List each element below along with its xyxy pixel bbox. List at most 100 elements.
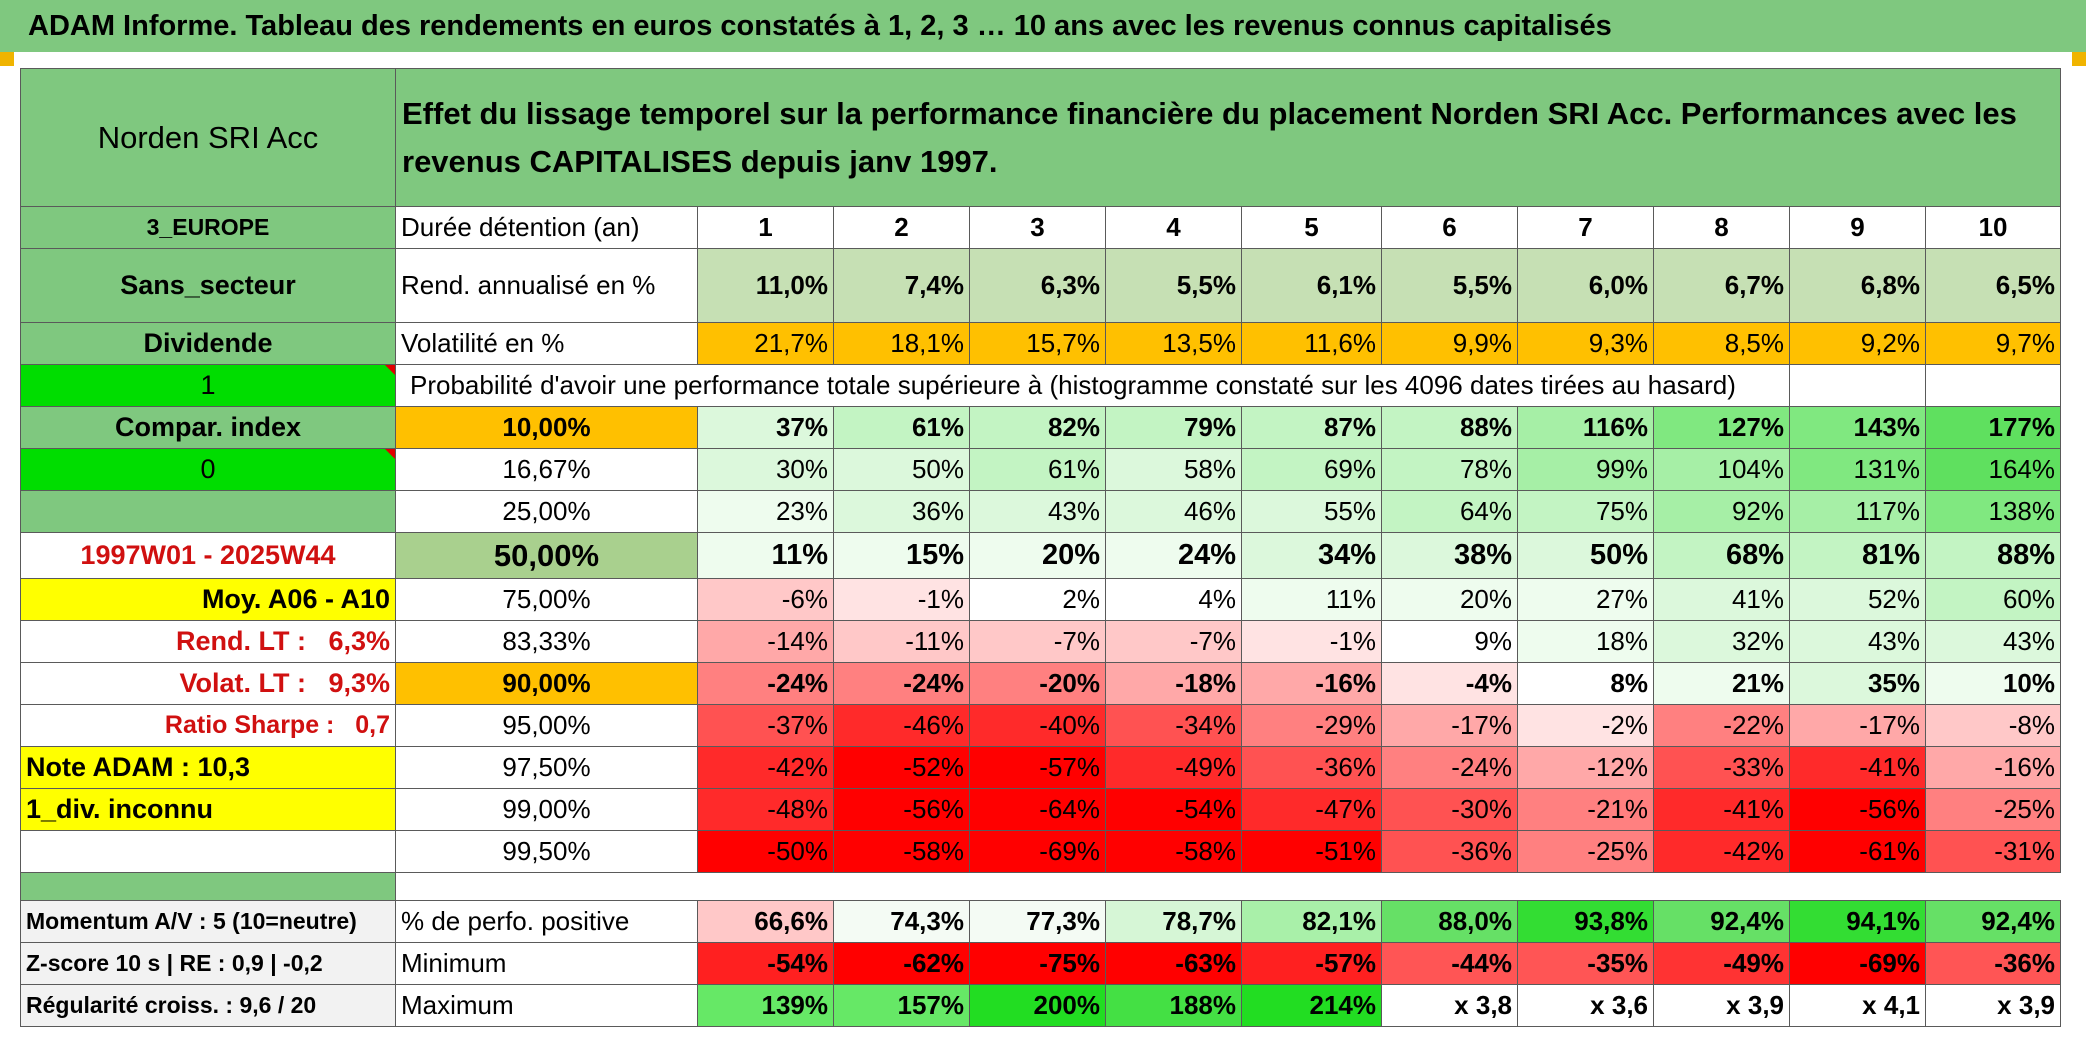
rend-lt-value: 6,3%: [328, 626, 390, 656]
value-cell: -69%: [969, 830, 1106, 873]
value-cell: 77,3%: [969, 900, 1106, 943]
value-cell: 9,3%: [1517, 322, 1654, 365]
value-cell: -11%: [833, 620, 970, 663]
value-cell: -25%: [1925, 788, 2061, 831]
value-cell: -41%: [1789, 746, 1926, 789]
value-cell: 61%: [833, 406, 970, 449]
value-cell: x 3,9: [1653, 984, 1790, 1027]
value-cell: 6,7%: [1653, 248, 1790, 323]
value-cell: 127%: [1653, 406, 1790, 449]
value-cell: -49%: [1105, 746, 1242, 789]
return-row: Sans_secteur Rend. annualisé en % 11,0% 7,4…: [20, 248, 2061, 323]
value-cell: 18,1%: [833, 322, 970, 365]
probability-row: 1 Probabilité d'avoir une performance tot…: [20, 364, 2061, 407]
value-cell: -20%: [969, 662, 1106, 705]
value-cell: 75%: [1517, 490, 1654, 533]
maximum-row: Régularité croiss. : 9,6 / 20 Maximum 139%…: [20, 984, 2061, 1027]
value-cell: -42%: [697, 746, 834, 789]
minimum-row: Z-score 10 s | RE : 0,9 | -0,2 Minimum -54…: [20, 942, 2061, 985]
value-cell: 43%: [1789, 620, 1926, 663]
value-cell: -17%: [1381, 704, 1518, 747]
value-cell: -2%: [1517, 704, 1654, 747]
sharpe-ratio: Ratio Sharpe : 0,7: [20, 704, 396, 747]
dividend-label: Dividende: [20, 322, 396, 365]
percentile-row: 99,50% -50% -58% -69% -58% -51% -36% -25% -42% -6…: [20, 830, 2061, 873]
volat-lt-label: Volat. LT :: [179, 668, 306, 698]
value-cell: 188%: [1105, 984, 1242, 1027]
value-cell: 36%: [833, 490, 970, 533]
value-cell: 2%: [969, 578, 1106, 621]
value-cell: 214%: [1241, 984, 1382, 1027]
value-cell: 61%: [969, 448, 1106, 491]
empty-cell: [1789, 364, 1926, 407]
value-cell: 6,0%: [1517, 248, 1654, 323]
value-cell: x 4,1: [1789, 984, 1926, 1027]
positive-label: % de perfo. positive: [395, 900, 698, 943]
value-cell: -7%: [969, 620, 1106, 663]
percentile-label: 50,00%: [395, 532, 698, 579]
value-cell: 15,7%: [969, 322, 1106, 365]
value-cell: 92,4%: [1653, 900, 1790, 943]
value-cell: -37%: [697, 704, 834, 747]
value-cell: 116%: [1517, 406, 1654, 449]
empty-green-cell: [20, 490, 396, 533]
note-adam-label: Note ADAM : 10,3: [20, 746, 396, 789]
value-cell: -47%: [1241, 788, 1382, 831]
percentile-label: 25,00%: [395, 490, 698, 533]
duration-label: Durée détention (an): [395, 206, 698, 249]
percentile-row: 0 16,67% 30% 50% 61% 58% 69% 78% 99% 104% 131% 164%: [20, 448, 2061, 491]
value-cell: -24%: [1381, 746, 1518, 789]
value-cell: 177%: [1925, 406, 2061, 449]
value-cell: 46%: [1105, 490, 1242, 533]
value-cell: x 3,9: [1925, 984, 2061, 1027]
percentile-row: Note ADAM : 10,3 97,50% -42% -52% -57% -49% -3…: [20, 746, 2061, 789]
fund-name: Norden SRI Acc: [20, 68, 396, 207]
value-cell: -36%: [1241, 746, 1382, 789]
regularite-label: Régularité croiss. : 9,6 / 20: [20, 984, 396, 1027]
input-zero-cell[interactable]: 0: [20, 448, 396, 491]
sharpe-value: 0,7: [355, 711, 390, 739]
value-cell: -54%: [697, 942, 834, 985]
value-cell: 9,9%: [1381, 322, 1518, 365]
percentile-label: 99,50%: [395, 830, 698, 873]
value-cell: 43%: [1925, 620, 2061, 663]
region-label: 3_EUROPE: [20, 206, 396, 249]
volatility-row: Dividende Volatilité en % 21,7% 18,1% 15,7% 1…: [20, 322, 2061, 365]
value-cell: -75%: [969, 942, 1106, 985]
value-cell: 9%: [1381, 620, 1518, 663]
duration-row: 3_EUROPE Durée détention (an) 1 2 3 4 5 6 7 8 9 10: [20, 206, 2061, 249]
input-one-cell[interactable]: 1: [20, 364, 396, 407]
volat-lt: Volat. LT : 9,3%: [20, 662, 396, 705]
value-cell: -42%: [1653, 830, 1790, 873]
value-cell: 164%: [1925, 448, 2061, 491]
value-cell: 11%: [1241, 578, 1382, 621]
value-cell: -62%: [833, 942, 970, 985]
value-cell: 81%: [1789, 532, 1926, 579]
value-cell: -24%: [833, 662, 970, 705]
value-cell: 30%: [697, 448, 834, 491]
value-cell: -16%: [1241, 662, 1382, 705]
value-cell: -1%: [833, 578, 970, 621]
percentile-label: 99,00%: [395, 788, 698, 831]
value-cell: -6%: [697, 578, 834, 621]
value-cell: -36%: [1381, 830, 1518, 873]
duration-header: 4: [1105, 206, 1242, 249]
value-cell: 11,6%: [1241, 322, 1382, 365]
value-cell: 139%: [697, 984, 834, 1027]
percentile-row: Rend. LT : 6,3% 83,33% -14% -11% -7% -7% -1% 9%…: [20, 620, 2061, 663]
value-cell: -49%: [1653, 942, 1790, 985]
value-cell: -31%: [1925, 830, 2061, 873]
value-cell: -16%: [1925, 746, 2061, 789]
return-label: Rend. annualisé en %: [395, 248, 698, 323]
value-cell: 6,8%: [1789, 248, 1926, 323]
value-cell: 66,6%: [697, 900, 834, 943]
sector-label: Sans_secteur: [20, 248, 396, 323]
value-cell: 92%: [1653, 490, 1790, 533]
value-cell: -50%: [697, 830, 834, 873]
value-cell: 6,1%: [1241, 248, 1382, 323]
value-cell: -25%: [1517, 830, 1654, 873]
value-cell: 15%: [833, 532, 970, 579]
minimum-label: Minimum: [395, 942, 698, 985]
value-cell: 78,7%: [1105, 900, 1242, 943]
spacer-row: [20, 872, 2061, 901]
